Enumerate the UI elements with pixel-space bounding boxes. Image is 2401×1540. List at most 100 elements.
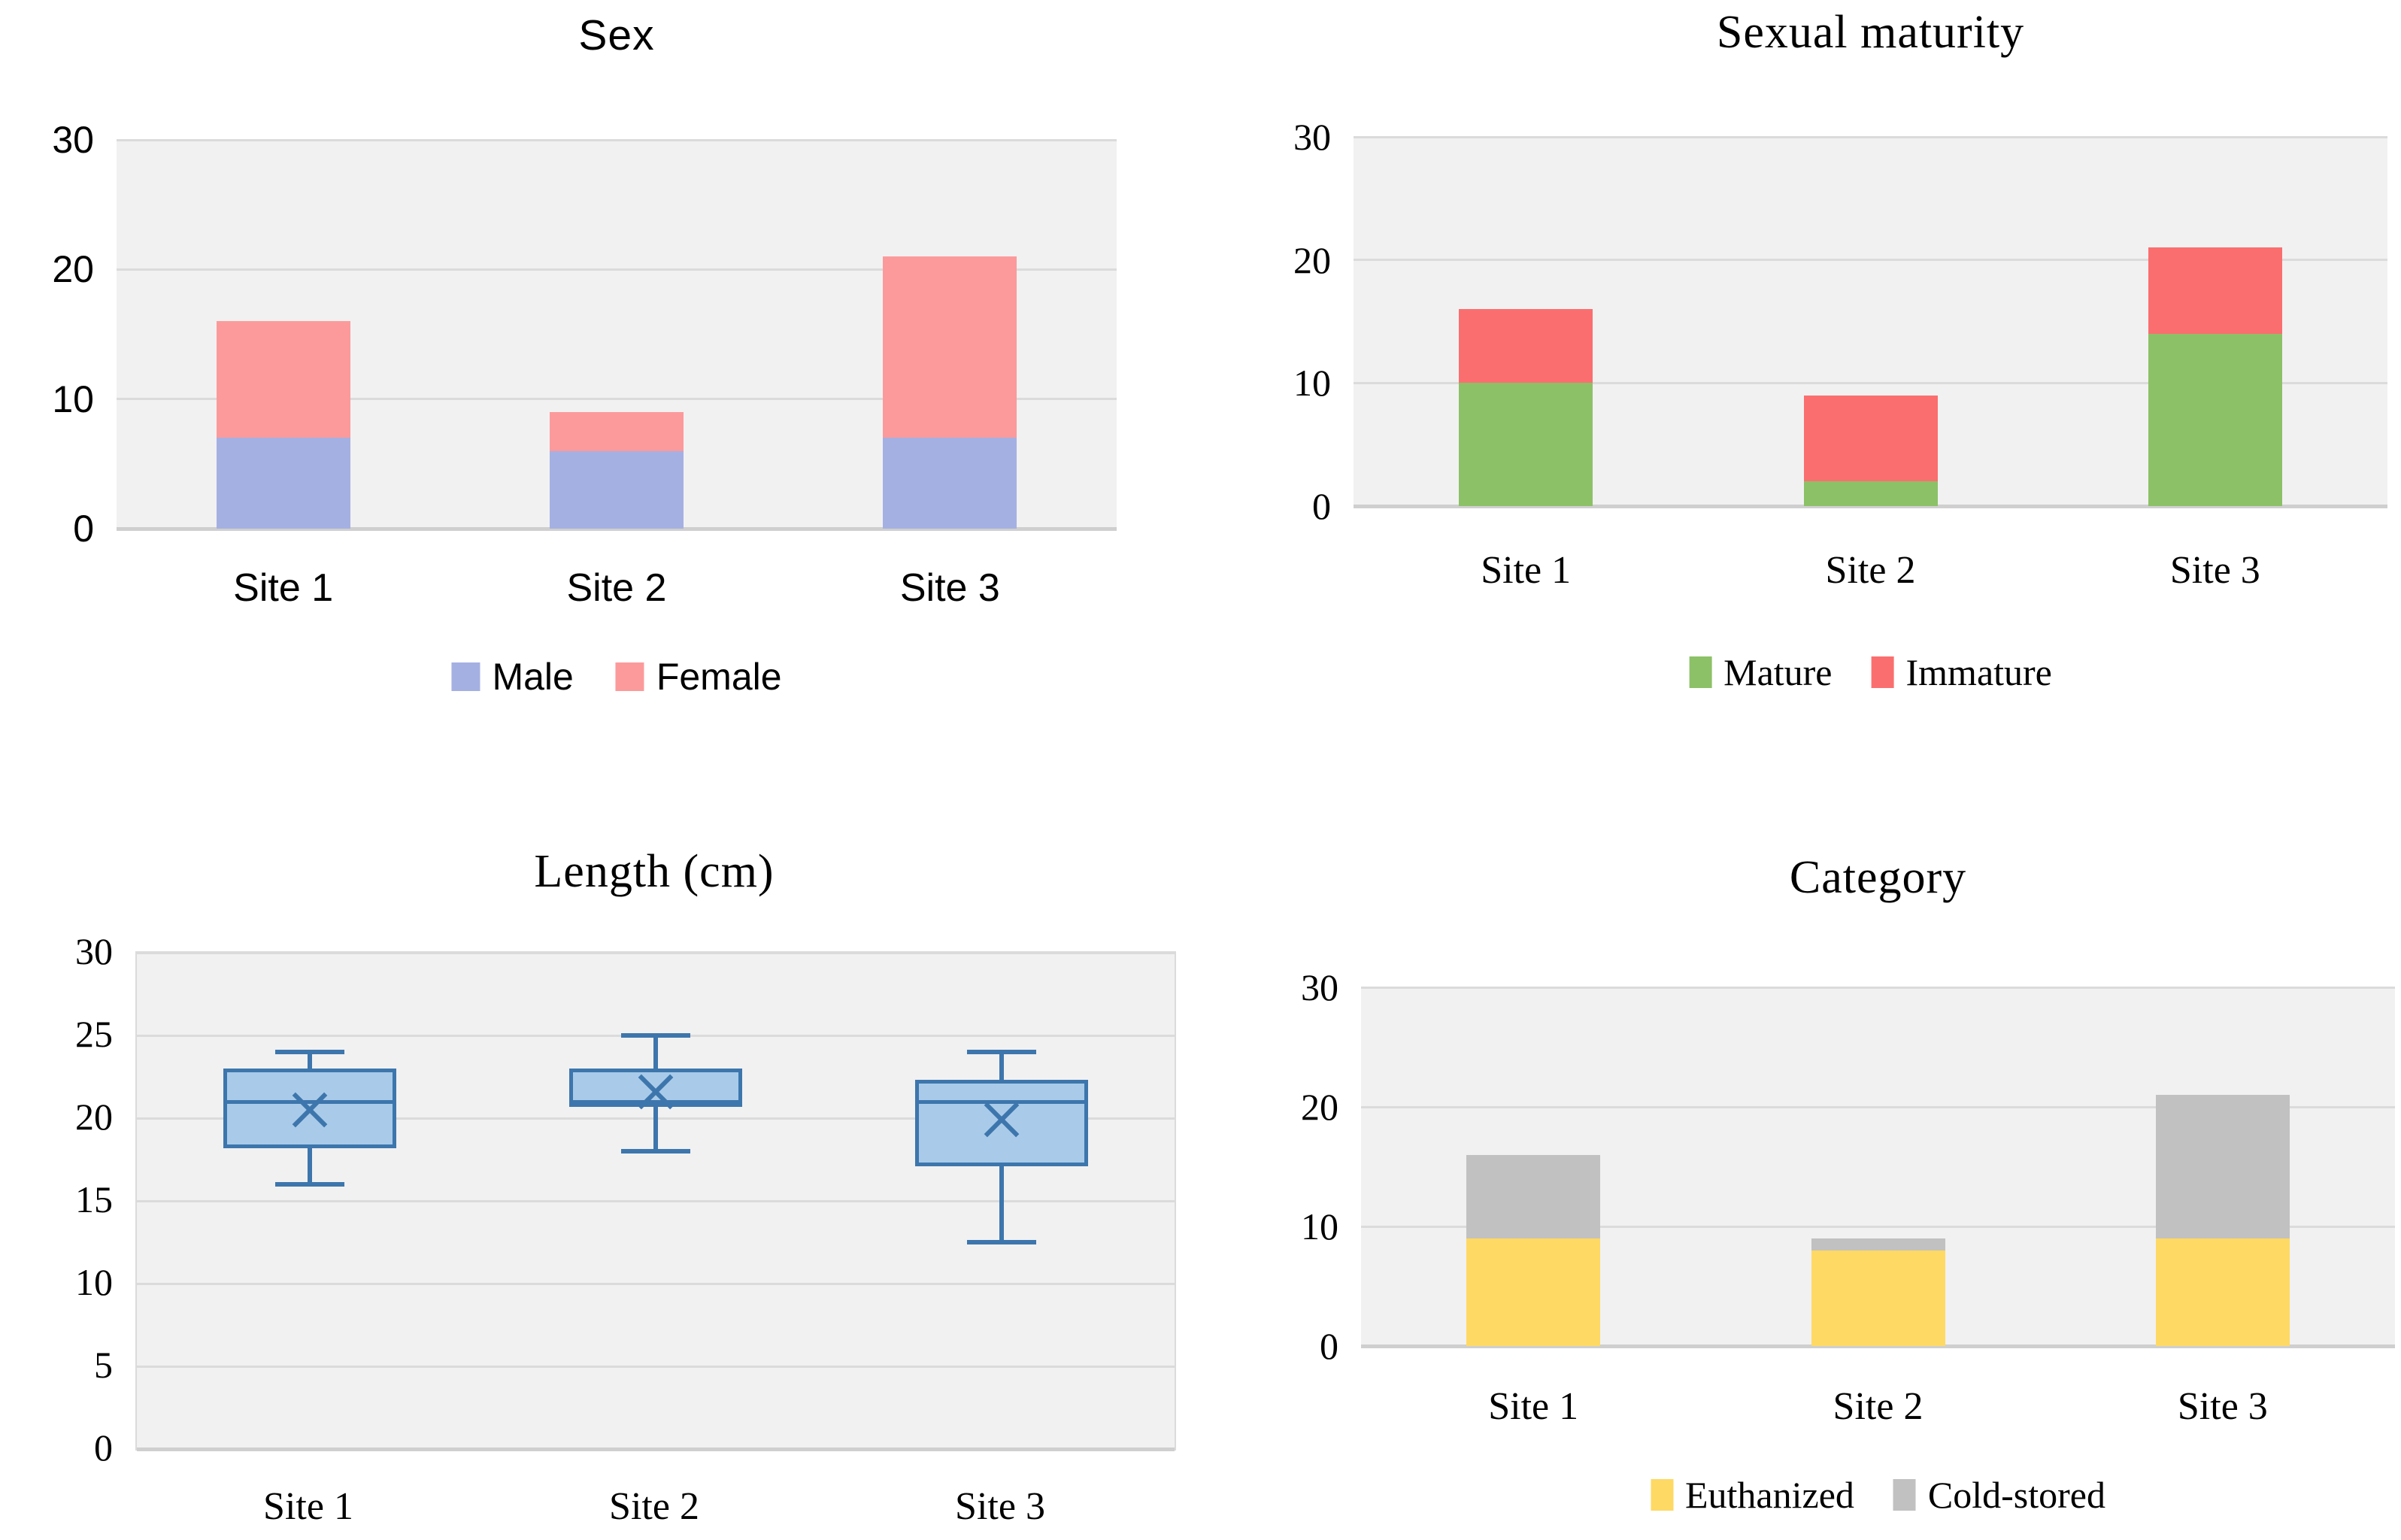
legend-swatch-mature <box>1689 656 1712 688</box>
x-category-label: Site 1 <box>263 1485 353 1528</box>
bar-segment-cold-stored-1 <box>1466 1154 1601 1238</box>
legend: Euthanized Cold-stored <box>1651 1474 2105 1516</box>
chart-title-sex: Sex <box>578 11 655 59</box>
bar-segment-female-3 <box>883 256 1017 438</box>
legend-entry-immature: Immature <box>1871 651 2052 693</box>
y-tick-label: 5 <box>94 1344 113 1386</box>
legend-entry-mature: Mature <box>1689 651 1833 693</box>
legend-label-euthanized: Euthanized <box>1685 1474 1854 1516</box>
whisker-cap-max <box>621 1033 690 1038</box>
y-tick-label: 30 <box>52 119 94 161</box>
panel-sexual-maturity: Sexual maturity 0 10 20 30 Site 1 Site 2 Site … <box>1203 0 2401 770</box>
x-category-label: Site 3 <box>2177 1385 2268 1428</box>
legend-swatch-male <box>451 662 481 691</box>
gridline <box>117 268 1117 271</box>
bar-segment-male-1 <box>216 438 350 529</box>
chart-title-length: Length (cm) <box>534 846 775 897</box>
bar-segment-immature-1 <box>1459 309 1593 383</box>
bar-segment-euthanized-3 <box>2155 1238 2290 1346</box>
gridline <box>1361 1105 2395 1108</box>
x-category-label: Site 3 <box>955 1485 1045 1528</box>
bar-segment-male-2 <box>550 450 684 529</box>
whisker-line-upper <box>999 1052 1004 1081</box>
panel-category: Category 0 10 20 30 Site 1 Site 2 Site 3 Euthan… <box>1203 770 2401 1540</box>
baseline-gridline <box>1361 1344 2395 1348</box>
legend-swatch-female <box>615 662 644 691</box>
plot-area-sex <box>117 138 1117 531</box>
y-tick-label: 0 <box>1312 485 1331 527</box>
x-category-label: Site 2 <box>566 566 667 610</box>
baseline-gridline <box>137 1447 1175 1451</box>
plot-area-length <box>135 951 1176 1451</box>
gridline <box>1361 1225 2395 1228</box>
y-tick-label: 10 <box>52 377 94 420</box>
y-tick-label: 30 <box>75 930 113 972</box>
x-category-label: Site 1 <box>233 566 334 610</box>
bar-segment-mature-2 <box>1803 481 1938 506</box>
median-line <box>223 1099 396 1104</box>
bar-segment-mature-1 <box>1459 383 1593 506</box>
x-category-label: Site 3 <box>899 566 1000 610</box>
gridline <box>117 398 1117 401</box>
gridline <box>1354 135 2387 138</box>
plot-area-category <box>1361 986 2395 1348</box>
bar-segment-euthanized-2 <box>1811 1250 1945 1346</box>
gridline <box>117 138 1117 141</box>
bar-segment-euthanized-1 <box>1466 1238 1601 1346</box>
legend-label-immature: Immature <box>1905 651 2052 693</box>
legend-label-male: Male <box>492 656 574 698</box>
x-category-label: Site 2 <box>1833 1385 1924 1428</box>
x-category-label: Site 2 <box>1825 549 1916 592</box>
bar-segment-mature-3 <box>2148 333 2282 506</box>
gridline <box>137 1282 1175 1285</box>
gridline <box>137 951 1175 954</box>
baseline-gridline <box>117 526 1117 531</box>
legend: Mature Immature <box>1689 651 2052 693</box>
y-tick-label: 0 <box>1320 1325 1338 1367</box>
whisker-cap-max <box>275 1050 344 1054</box>
legend: Male Female <box>451 656 782 698</box>
whisker-line-lower <box>653 1106 658 1151</box>
whisker-line-upper <box>653 1035 658 1069</box>
gridline <box>1354 259 2387 262</box>
y-tick-label: 0 <box>94 1426 113 1469</box>
y-tick-label: 0 <box>73 508 94 550</box>
gridline <box>137 1365 1175 1368</box>
legend-label-cold-stored: Cold-stored <box>1927 1474 2105 1516</box>
bar-segment-cold-stored-3 <box>2155 1095 2290 1238</box>
whisker-line-lower <box>308 1147 312 1184</box>
y-tick-label: 15 <box>75 1178 113 1220</box>
x-category-label: Site 3 <box>2169 549 2260 592</box>
panel-length: Length (cm) 0 5 10 15 20 25 30 Site 1 Site 2 Site… <box>0 770 1203 1540</box>
gridline <box>1361 986 2395 989</box>
whisker-cap-max <box>967 1050 1036 1054</box>
bar-segment-female-1 <box>216 321 350 438</box>
chart-title-category: Category <box>1789 852 1967 903</box>
y-tick-label: 30 <box>1293 116 1331 158</box>
y-tick-label: 25 <box>75 1013 113 1055</box>
chart-title-sexual-maturity: Sexual maturity <box>1716 7 2025 58</box>
gridline <box>1354 381 2387 384</box>
y-tick-label: 10 <box>1301 1205 1338 1247</box>
x-category-label: Site 2 <box>609 1485 699 1528</box>
legend-entry-male: Male <box>451 656 574 698</box>
y-tick-label: 10 <box>75 1261 113 1303</box>
whisker-line-upper <box>308 1052 312 1069</box>
bar-segment-immature-2 <box>1803 395 1938 482</box>
whisker-line-lower <box>999 1166 1004 1242</box>
mean-marker <box>287 1087 332 1132</box>
baseline-gridline <box>1354 504 2387 508</box>
legend-entry-cold-stored: Cold-stored <box>1893 1474 2105 1516</box>
mean-marker <box>633 1069 678 1114</box>
bar-segment-female-2 <box>550 411 684 451</box>
panel-sex: Sex 0 10 20 30 Site 1 Site 2 Site 3 Male Female <box>0 0 1158 770</box>
bar-segment-male-3 <box>883 438 1017 529</box>
whisker-cap-min <box>967 1240 1036 1244</box>
x-category-label: Site 1 <box>1481 549 1572 592</box>
median-line <box>915 1099 1088 1104</box>
gridline <box>137 1199 1175 1202</box>
y-tick-label: 20 <box>52 248 94 291</box>
y-tick-label: 10 <box>1293 362 1331 405</box>
legend-swatch-euthanized <box>1651 1479 1673 1511</box>
